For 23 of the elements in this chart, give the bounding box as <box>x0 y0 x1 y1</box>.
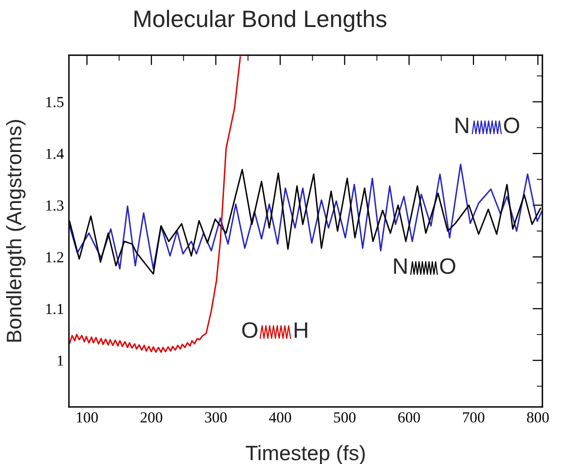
y-tick-label: 1.2 <box>46 252 64 262</box>
x-tick-label: 300 <box>205 412 227 423</box>
chart-title: Molecular Bond Lengths <box>134 10 386 32</box>
y-tick-label: 1 <box>58 356 64 366</box>
x-tick-label: 200 <box>140 412 162 423</box>
x-tick-label: 400 <box>269 412 292 423</box>
x-tick-label: 800 <box>527 412 549 423</box>
y-tick-label: 1.5 <box>46 96 64 108</box>
annotation: H <box>294 322 308 338</box>
line-series <box>68 56 241 353</box>
x-tick-label: 500 <box>334 412 356 423</box>
x-tick-label: 100 <box>76 412 98 423</box>
y-tick-label: 1.3 <box>46 200 64 211</box>
y-tick-label: 1.4 <box>46 148 64 160</box>
x-tick-label: 600 <box>398 412 420 423</box>
annotation: N <box>456 118 468 134</box>
annotation: O <box>242 322 258 338</box>
annotation: N <box>394 258 407 274</box>
annotation: O <box>440 258 456 274</box>
y-axis-title: Bondlength (Angstroms) <box>6 120 26 342</box>
y-tick-label: 1.1 <box>46 304 64 314</box>
x-tick-label: 700 <box>463 412 484 423</box>
annotation: O <box>504 118 520 134</box>
